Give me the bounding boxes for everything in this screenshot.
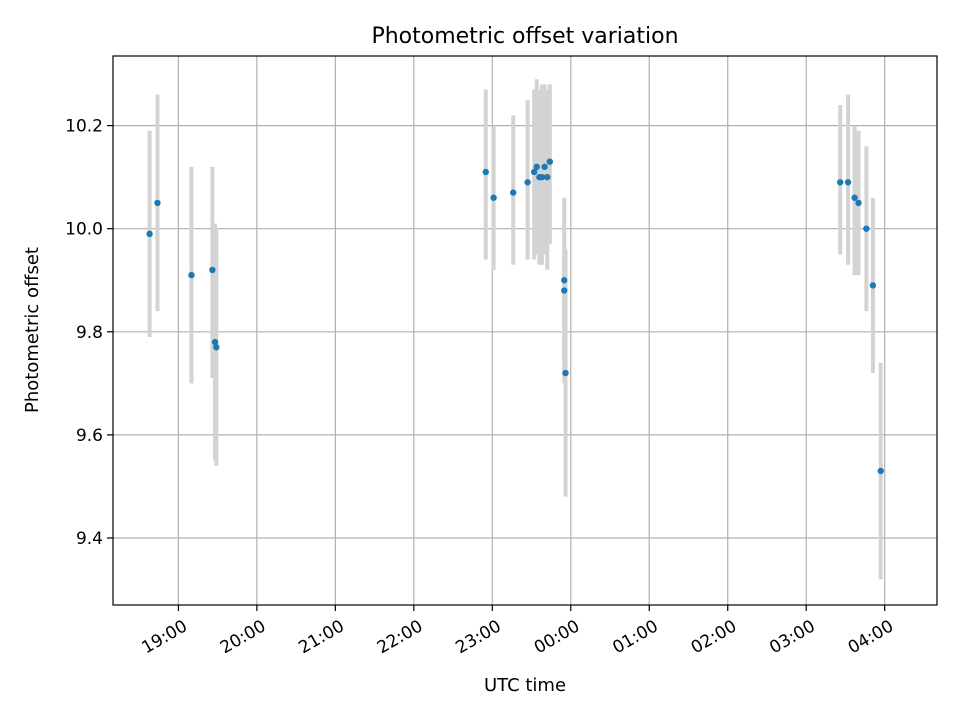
data-point [482, 168, 489, 176]
y-tick-label: 10.0 [65, 220, 103, 240]
y-axis-label: Photometric offset [22, 247, 43, 413]
x-tick-label: 19:00 [138, 616, 190, 658]
data-point [541, 163, 548, 171]
data-point [844, 179, 852, 186]
x-tick-label: 02:00 [688, 616, 740, 658]
data-point [561, 287, 568, 294]
data-point [851, 194, 858, 201]
x-tick-label: 21:00 [295, 616, 347, 658]
data-point [146, 230, 153, 238]
y-tick-label: 9.4 [76, 529, 103, 549]
x-tick-label: 23:00 [452, 616, 504, 658]
x-tick-label: 03:00 [766, 616, 818, 658]
data-point [546, 158, 554, 165]
data-point [188, 271, 195, 279]
error-bars [147, 79, 883, 580]
data-point [490, 194, 497, 201]
data-point [863, 225, 870, 232]
data-point [154, 199, 161, 207]
data-point [538, 173, 546, 181]
x-tick-label: 20:00 [217, 616, 269, 658]
data-point [562, 369, 569, 377]
plot-frame [112, 55, 938, 606]
data-point [837, 179, 844, 186]
data-point [533, 163, 540, 171]
x-tick-label: 00:00 [531, 616, 583, 658]
x-axis-label: UTC time [484, 675, 566, 696]
y-tick-label: 9.8 [76, 323, 103, 343]
data-point [213, 344, 220, 351]
x-tick-label: 22:00 [374, 616, 426, 658]
y-tick-label: 9.6 [76, 426, 103, 446]
y-tick-label: 10.2 [65, 117, 103, 137]
data-point [209, 266, 216, 274]
grid [113, 56, 937, 605]
data-point [869, 282, 877, 289]
data-point [211, 338, 219, 346]
data-point [530, 168, 538, 176]
data-point [544, 173, 551, 181]
data-point [855, 199, 862, 207]
data-point [524, 179, 531, 186]
x-tick-label: 01:00 [609, 616, 661, 658]
chart-title: Photometric offset variation [371, 24, 678, 49]
data-point [510, 189, 517, 196]
data-points [146, 158, 884, 475]
x-tick-label: 04:00 [845, 616, 897, 658]
data-point [561, 277, 568, 284]
data-point [877, 467, 884, 475]
